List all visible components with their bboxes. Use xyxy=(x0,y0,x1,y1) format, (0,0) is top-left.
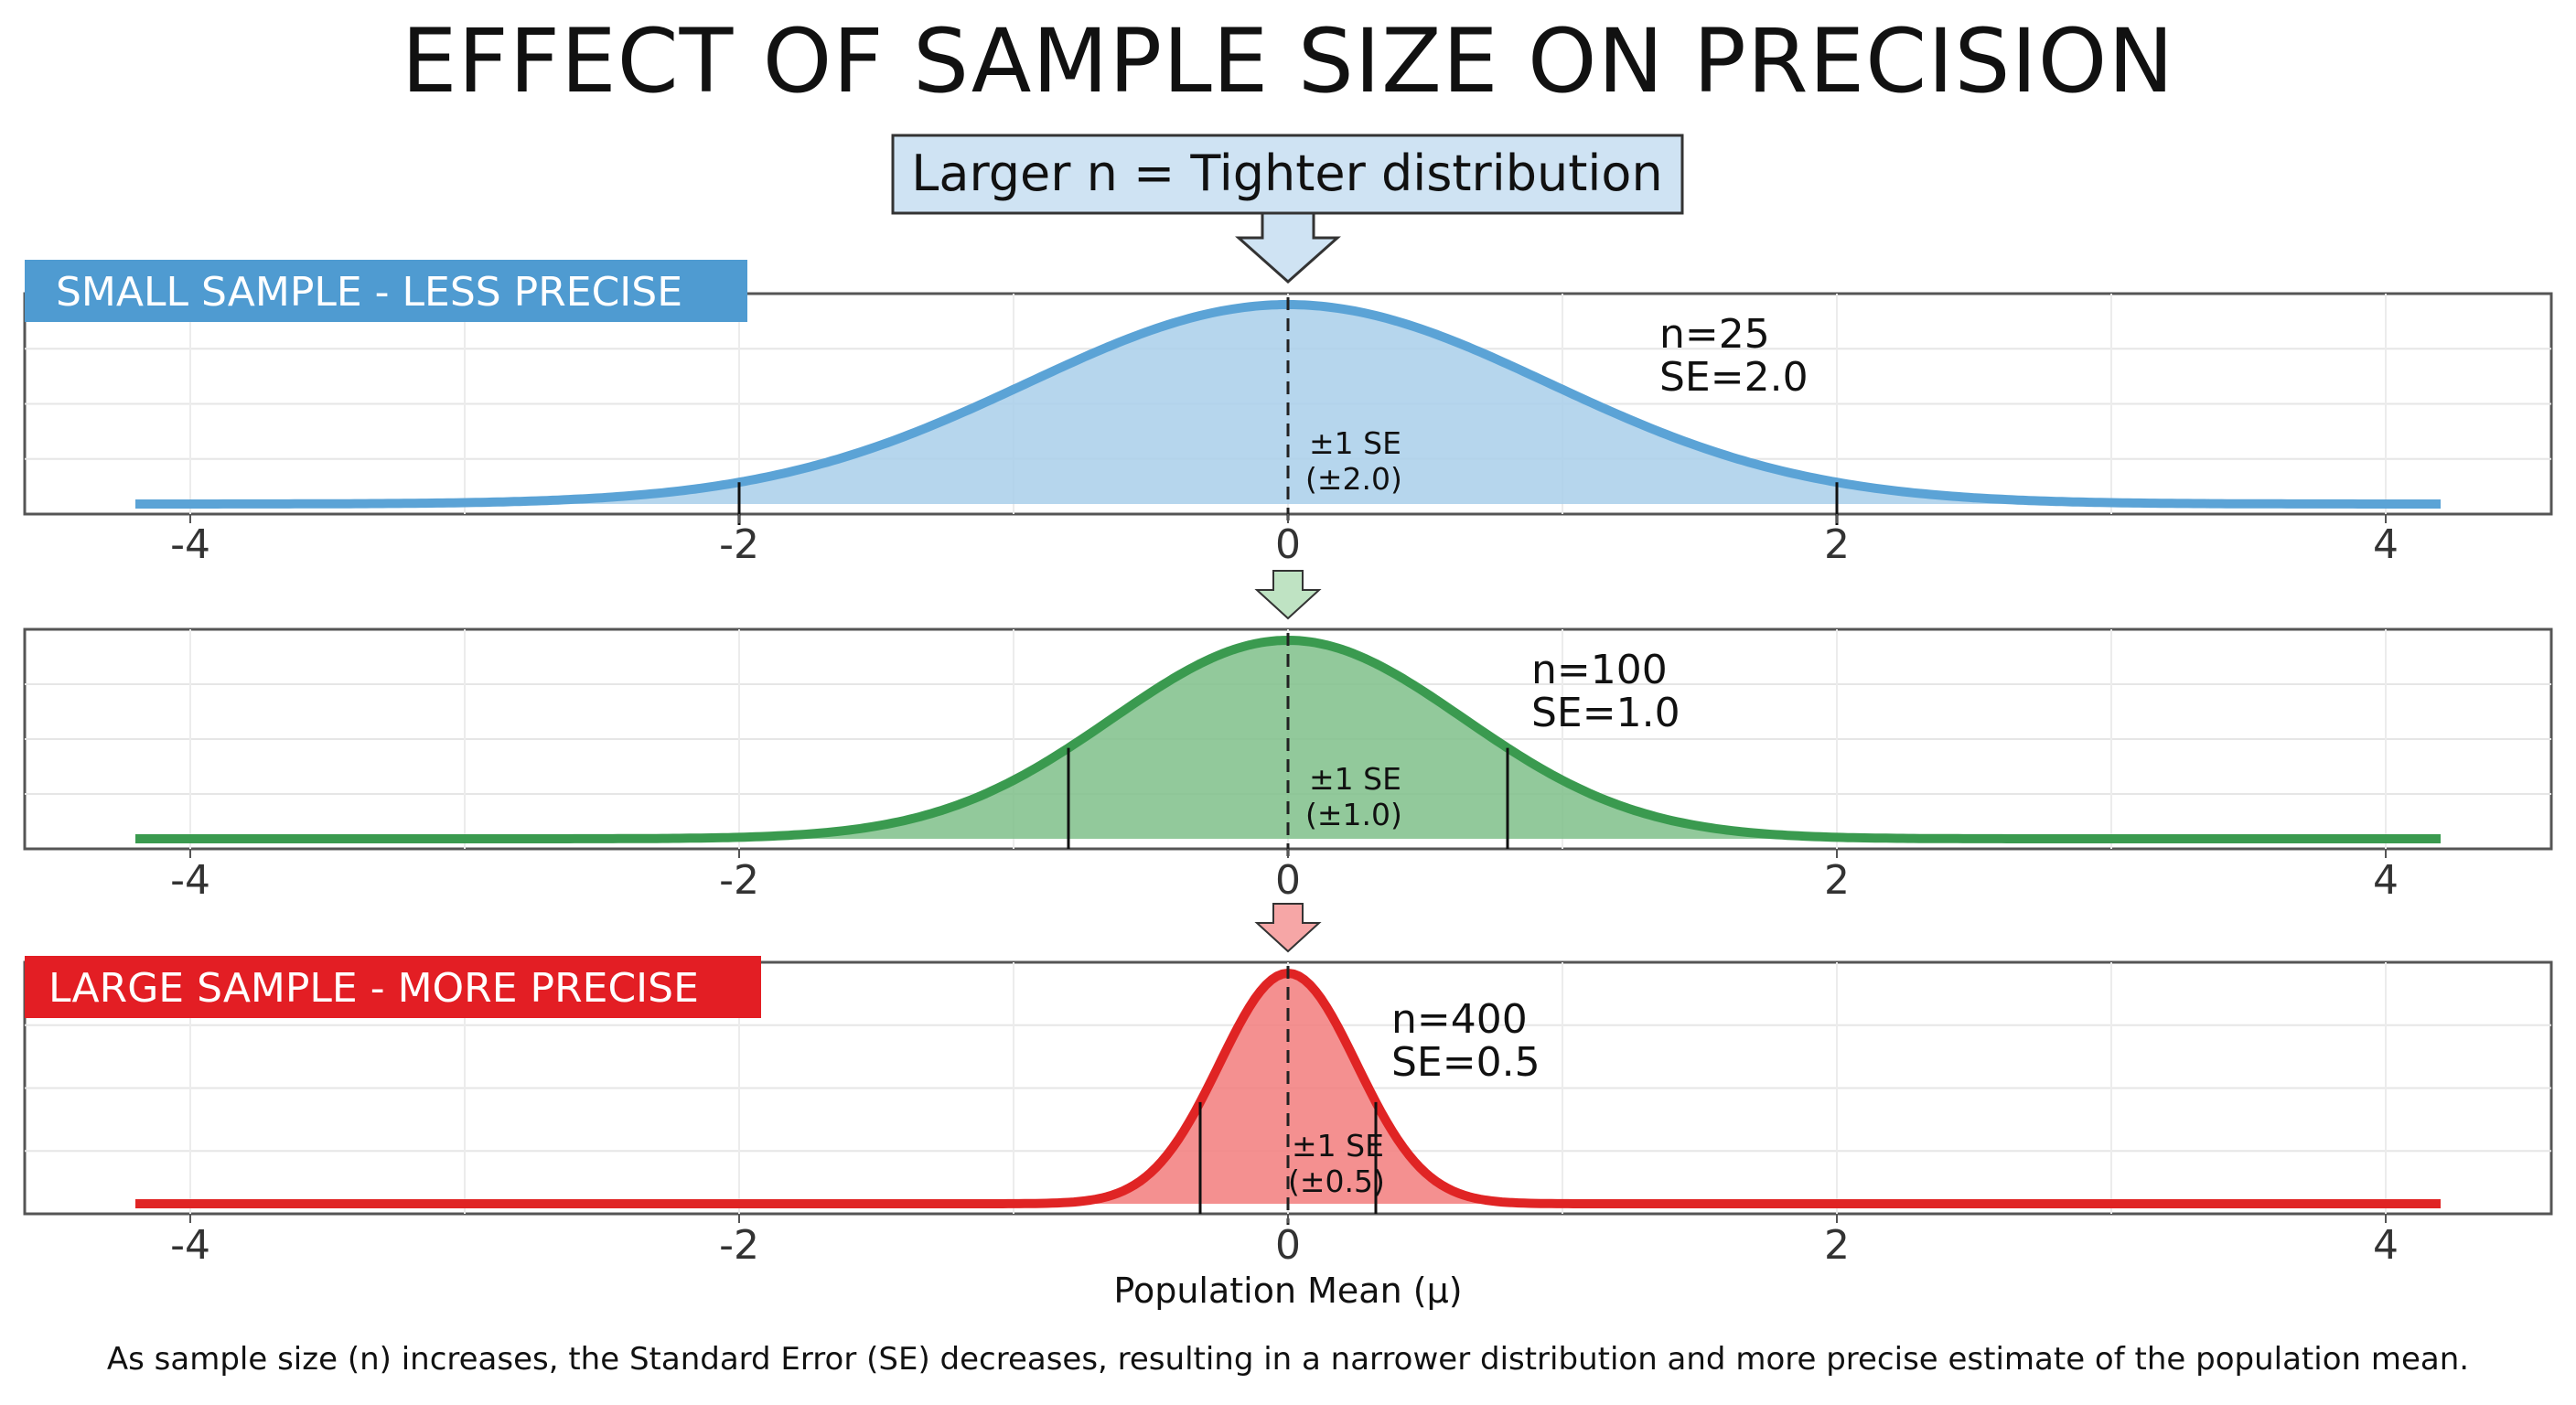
se-band-value: (±0.5) xyxy=(1288,1164,1385,1199)
standard-error-label: SE=1.0 xyxy=(1531,690,1680,736)
x-tick-label: 0 xyxy=(1275,521,1301,568)
se-band-label: ±1 SE xyxy=(1309,761,1401,797)
x-tick-label: 2 xyxy=(1824,857,1850,904)
x-tick-label: 0 xyxy=(1275,857,1301,904)
x-tick-label: 0 xyxy=(1275,1222,1301,1269)
x-tick-label: 2 xyxy=(1824,521,1850,568)
x-tick-label: -2 xyxy=(719,857,759,904)
se-band-label: ±1 SE xyxy=(1292,1128,1384,1164)
callout: Larger n = Tighter distribution xyxy=(891,134,1684,284)
panel-label: LARGE SAMPLE - MORE PRECISE xyxy=(48,965,699,1012)
x-tick-label: -2 xyxy=(719,1222,759,1269)
x-tick-label: 4 xyxy=(2373,1222,2399,1269)
arrow-down-icon-red xyxy=(1254,903,1322,953)
standard-error-label: SE=0.5 xyxy=(1391,1039,1540,1086)
se-band-value: (±2.0) xyxy=(1305,461,1402,497)
x-tick-label: 4 xyxy=(2373,857,2399,904)
se-band-label: ±1 SE xyxy=(1309,425,1401,461)
panel-label: SMALL SAMPLE - LESS PRECISE xyxy=(56,269,682,316)
x-tick-label: 2 xyxy=(1824,1222,1850,1269)
callout-arrow-icon xyxy=(1235,211,1341,284)
se-band-value: (±1.0) xyxy=(1305,797,1402,832)
x-tick-label: -4 xyxy=(170,1222,210,1269)
standard-error-label: SE=2.0 xyxy=(1659,354,1809,401)
sample-size-label: n=25 xyxy=(1659,311,1770,358)
sample-size-label: n=100 xyxy=(1531,647,1668,693)
arrow-down-icon-green xyxy=(1254,570,1322,620)
x-tick-label: -2 xyxy=(719,521,759,568)
x-tick-label: -4 xyxy=(170,521,210,568)
x-tick-label: -4 xyxy=(170,857,210,904)
chart-title: EFFECT OF SAMPLE SIZE ON PRECISION xyxy=(402,10,2174,113)
panel-label-box xyxy=(25,260,747,322)
x-tick-label: 4 xyxy=(2373,521,2399,568)
x-axis-title: Population Mean (μ) xyxy=(1113,1271,1462,1311)
callout-text: Larger n = Tighter distribution xyxy=(911,145,1662,202)
callout-box xyxy=(891,134,1684,215)
caption: As sample size (n) increases, the Standa… xyxy=(107,1341,2469,1378)
sample-size-label: n=400 xyxy=(1391,996,1528,1043)
panel-label-box xyxy=(25,956,761,1018)
distribution-fill xyxy=(135,973,2441,1204)
